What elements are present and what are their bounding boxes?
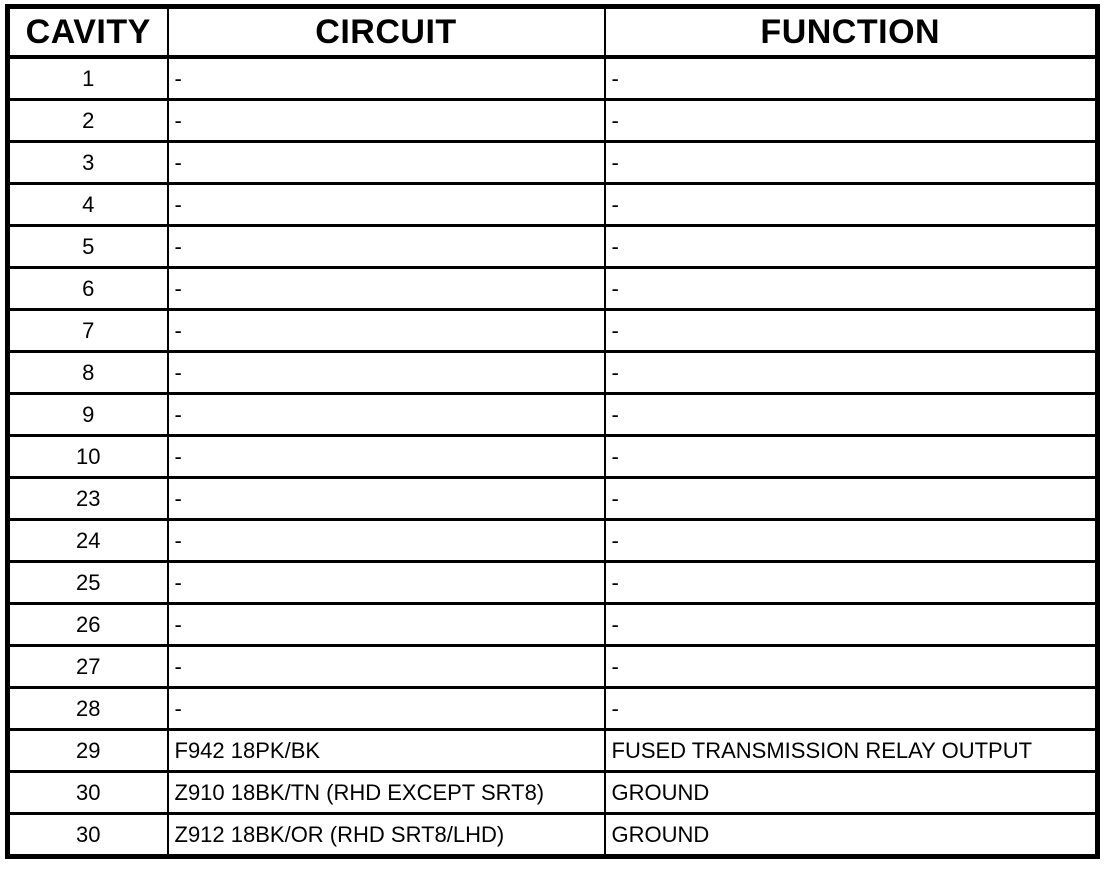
cell-cavity: 28 xyxy=(6,686,169,731)
table-row: 3-- xyxy=(6,140,1099,185)
cell-cavity: 27 xyxy=(6,644,169,689)
cell-circuit: - xyxy=(166,434,606,479)
table-row: 6-- xyxy=(6,266,1099,311)
cell-circuit: - xyxy=(166,476,606,521)
cell-cavity: 10 xyxy=(6,434,169,479)
table-row: 9-- xyxy=(6,392,1099,437)
cell-cavity: 24 xyxy=(6,518,169,563)
table-row: 10- - xyxy=(6,434,1099,479)
cell-cavity: 30 xyxy=(6,812,169,858)
table-row: 29 F942 18PK/BK FUSED TRANSMISSION RELAY O… xyxy=(6,728,1099,773)
table-header-row: CAVITY CIRCUIT FUNCTION xyxy=(6,5,1099,59)
table-row: 30 Z910 18BK/TN (RHD EXCEPT SRT8) GROUND xyxy=(6,770,1099,815)
table-body: 1- -2- -3- -4- -5- -6- -7- -8- -9- -10- -23- -24- -2… xyxy=(6,55,1099,858)
cell-function: - xyxy=(603,98,1099,143)
cell-circuit: - xyxy=(166,308,606,353)
table-row: 4-- xyxy=(6,182,1099,227)
connector-pinout-table-wrap: CAVITY CIRCUIT FUNCTION 1--2--3--4--5--6… xyxy=(5,4,1100,859)
cell-circuit: - xyxy=(166,266,606,311)
column-header-circuit: CIRCUIT xyxy=(166,5,606,59)
cell-function: - xyxy=(603,518,1099,563)
cell-cavity: 4 xyxy=(6,182,169,227)
cell-cavity: 5 xyxy=(6,224,169,269)
cell-function: - xyxy=(603,182,1099,227)
cell-cavity: 7 xyxy=(6,308,169,353)
table-row: 30 Z912 18BK/OR (RHD SRT8/LHD) GROUND xyxy=(6,812,1099,858)
cell-circuit: - xyxy=(166,644,606,689)
cell-circuit: - xyxy=(166,686,606,731)
cell-circuit: - xyxy=(166,350,606,395)
cell-cavity: 6 xyxy=(6,266,169,311)
cell-circuit: - xyxy=(166,182,606,227)
table-row: 2-- xyxy=(6,98,1099,143)
cell-circuit: Z912 18BK/OR (RHD SRT8/LHD) xyxy=(166,812,606,858)
cell-function: - xyxy=(603,560,1099,605)
cell-circuit: - xyxy=(166,55,606,101)
cell-function: - xyxy=(603,140,1099,185)
column-header-cavity: CAVITY xyxy=(6,5,169,59)
cell-cavity: 29 xyxy=(6,728,169,773)
cell-circuit: - xyxy=(166,518,606,563)
table-row: 25- - xyxy=(6,560,1099,605)
connector-pinout-table: CAVITY CIRCUIT FUNCTION 1--2--3--4--5--6… xyxy=(5,4,1100,859)
cell-function: - xyxy=(603,434,1099,479)
cell-cavity: 1 xyxy=(6,55,169,101)
table-row: 7-- xyxy=(6,308,1099,353)
cell-function: FUSED TRANSMISSION RELAY OUTPUT xyxy=(603,728,1099,773)
cell-function: - xyxy=(603,308,1099,353)
table-row: 8-- xyxy=(6,350,1099,395)
cell-cavity: 3 xyxy=(6,140,169,185)
cell-function: - xyxy=(603,55,1099,101)
cell-cavity: 8 xyxy=(6,350,169,395)
cell-cavity: 9 xyxy=(6,392,169,437)
table-row: 26- - xyxy=(6,602,1099,647)
table-row: 1-- xyxy=(6,55,1099,101)
cell-function: - xyxy=(603,686,1099,731)
cell-function: - xyxy=(603,644,1099,689)
cell-function: GROUND xyxy=(603,770,1099,815)
cell-circuit: F942 18PK/BK xyxy=(166,728,606,773)
table-row: 27- - xyxy=(6,644,1099,689)
cell-circuit: - xyxy=(166,98,606,143)
cell-function: - xyxy=(603,224,1099,269)
cell-cavity: 30 xyxy=(6,770,169,815)
cell-circuit: - xyxy=(166,140,606,185)
cell-function: GROUND xyxy=(603,812,1099,858)
cell-cavity: 2 xyxy=(6,98,169,143)
cell-circuit: - xyxy=(166,224,606,269)
cell-function: - xyxy=(603,476,1099,521)
cell-circuit: - xyxy=(166,392,606,437)
cell-cavity: 25 xyxy=(6,560,169,605)
table-row: 23- - xyxy=(6,476,1099,521)
table-row: 28- - xyxy=(6,686,1099,731)
cell-function: - xyxy=(603,350,1099,395)
cell-cavity: 23 xyxy=(6,476,169,521)
table-row: 5-- xyxy=(6,224,1099,269)
cell-function: - xyxy=(603,392,1099,437)
cell-circuit: Z910 18BK/TN (RHD EXCEPT SRT8) xyxy=(166,770,606,815)
cell-circuit: - xyxy=(166,560,606,605)
table-row: 24- - xyxy=(6,518,1099,563)
column-header-function: FUNCTION xyxy=(603,5,1099,59)
cell-function: - xyxy=(603,266,1099,311)
cell-cavity: 26 xyxy=(6,602,169,647)
cell-circuit: - xyxy=(166,602,606,647)
cell-function: - xyxy=(603,602,1099,647)
table-header: CAVITY CIRCUIT FUNCTION xyxy=(6,5,1099,59)
